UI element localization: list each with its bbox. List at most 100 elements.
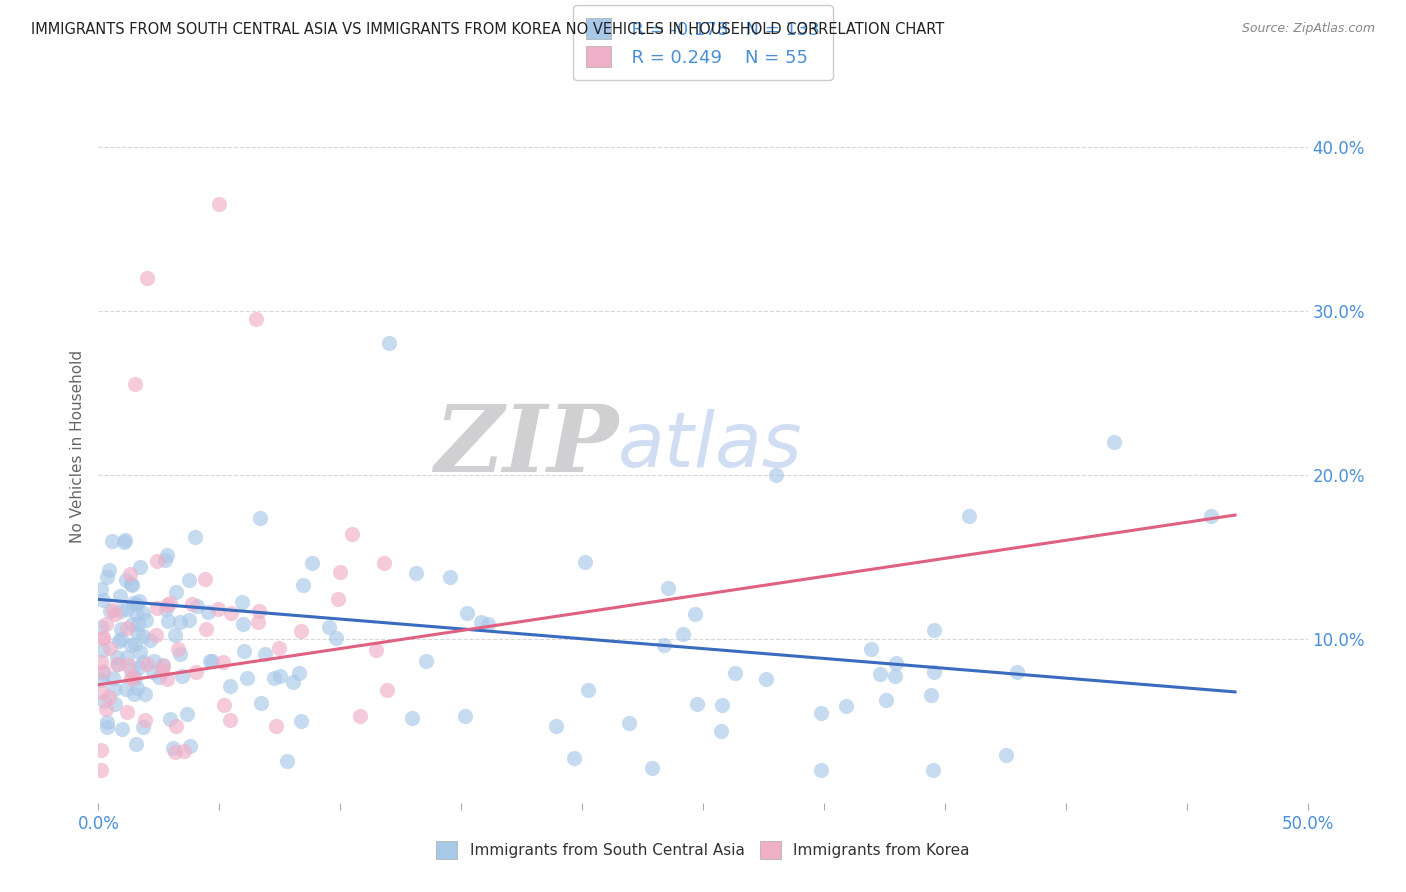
Point — [127, 616, 149, 631]
Point — [875, 692, 897, 706]
Point — [219, 679, 242, 693]
Point — [104, 697, 127, 711]
Point — [1102, 434, 1125, 449]
Text: IMMIGRANTS FROM SOUTH CENTRAL ASIA VS IMMIGRANTS FROM KOREA NO VEHICLES IN HOUSE: IMMIGRANTS FROM SOUTH CENTRAL ASIA VS IM… — [31, 22, 945, 37]
Point — [194, 572, 217, 586]
Point — [657, 581, 679, 595]
Point — [375, 683, 398, 698]
Point — [156, 598, 179, 612]
Point — [156, 672, 179, 686]
Point — [456, 606, 478, 620]
Point — [212, 698, 235, 713]
Point — [120, 638, 142, 652]
Point — [269, 668, 291, 682]
Point — [652, 638, 675, 652]
Point — [165, 628, 187, 642]
Point — [115, 573, 138, 587]
Point — [162, 741, 184, 756]
Point — [124, 637, 146, 651]
Point — [98, 641, 121, 656]
Text: ZIP: ZIP — [434, 401, 619, 491]
Point — [90, 620, 112, 634]
Point — [115, 681, 138, 696]
Point — [125, 737, 148, 751]
Point — [152, 658, 174, 673]
Point — [207, 602, 229, 616]
Point — [90, 656, 112, 670]
Point — [232, 617, 254, 632]
Point — [105, 657, 128, 671]
Point — [415, 654, 437, 668]
Point — [136, 657, 159, 672]
Point — [104, 607, 127, 621]
Point — [111, 723, 134, 737]
Point — [97, 690, 120, 704]
Point — [101, 671, 124, 685]
Point — [125, 624, 148, 639]
Point — [342, 527, 364, 541]
Point — [198, 654, 221, 668]
Point — [125, 681, 148, 695]
Point — [574, 556, 596, 570]
Point — [250, 696, 273, 710]
Point — [201, 654, 224, 668]
Point — [710, 724, 733, 739]
Point — [124, 597, 146, 611]
Point — [183, 530, 205, 544]
Point — [96, 720, 118, 734]
Point — [245, 311, 267, 326]
Point — [134, 713, 156, 727]
Point — [470, 615, 492, 629]
Point — [922, 665, 945, 679]
Point — [98, 563, 121, 577]
Point — [920, 688, 942, 702]
Point — [91, 631, 114, 645]
Point — [93, 694, 115, 708]
Point — [121, 670, 143, 684]
Point — [221, 606, 243, 620]
Point — [219, 713, 242, 727]
Legend: Immigrants from South Central Asia, Immigrants from Korea: Immigrants from South Central Asia, Immi… — [429, 834, 977, 866]
Point — [683, 607, 706, 621]
Point — [120, 671, 142, 685]
Point — [108, 590, 131, 604]
Point — [179, 739, 201, 753]
Point — [290, 714, 312, 728]
Point — [110, 623, 132, 637]
Point — [301, 556, 323, 570]
Point — [146, 600, 169, 615]
Point — [247, 604, 270, 618]
Point — [91, 643, 114, 657]
Point — [142, 665, 165, 680]
Point — [112, 534, 135, 549]
Point — [132, 720, 155, 734]
Point — [641, 761, 664, 775]
Text: Source: ZipAtlas.com: Source: ZipAtlas.com — [1241, 22, 1375, 36]
Point — [263, 671, 285, 685]
Point — [810, 706, 832, 720]
Point — [96, 569, 118, 583]
Point — [184, 665, 207, 679]
Point — [373, 556, 395, 570]
Point — [110, 605, 132, 619]
Point — [117, 705, 139, 719]
Point — [290, 624, 312, 639]
Point — [115, 621, 138, 635]
Point — [264, 719, 287, 733]
Point — [287, 666, 309, 681]
Point — [208, 197, 231, 211]
Point — [117, 657, 139, 672]
Point — [93, 631, 115, 645]
Point — [169, 648, 191, 662]
Point — [177, 613, 200, 627]
Point — [93, 664, 115, 678]
Point — [124, 671, 146, 685]
Point — [477, 616, 499, 631]
Point — [101, 533, 124, 548]
Point — [108, 633, 131, 648]
Point — [135, 613, 157, 627]
Point — [195, 623, 218, 637]
Point — [169, 615, 191, 630]
Point — [231, 595, 253, 609]
Point — [118, 567, 141, 582]
